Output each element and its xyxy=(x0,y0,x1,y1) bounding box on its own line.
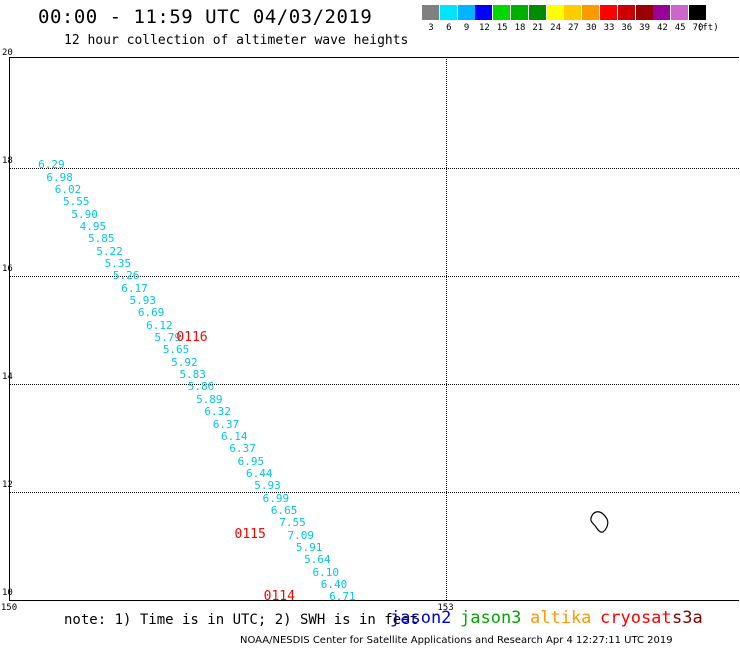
color-scale-cell xyxy=(689,5,706,20)
wave-height-value: 6.14 xyxy=(221,429,248,443)
map-bottom-axis xyxy=(9,600,739,601)
color-scale-cell xyxy=(671,5,689,20)
color-scale-cell xyxy=(617,5,635,20)
wave-height-value: 5.65 xyxy=(162,343,190,357)
color-scale-label: 36 xyxy=(621,23,633,33)
wave-height-value: 6.17 xyxy=(121,281,148,295)
wave-height-value: 7.55 xyxy=(279,516,306,530)
color-scale-cell xyxy=(439,5,457,20)
color-scale-cell xyxy=(600,5,617,20)
latitude-tick-label: 12 xyxy=(2,480,13,490)
color-scale-label: 21 xyxy=(532,23,544,33)
pass-time-label: 0115 xyxy=(234,527,266,543)
color-scale-cell xyxy=(528,5,546,20)
color-scale-cell xyxy=(546,5,564,20)
color-scale-cell xyxy=(582,5,600,20)
color-scale-label: 12 xyxy=(478,23,490,33)
latitude-tick-label: 14 xyxy=(2,372,13,382)
wave-height-value: 6.32 xyxy=(204,405,231,419)
latitude-gridline xyxy=(9,492,739,493)
color-scale-cell xyxy=(475,5,493,20)
latitude-gridline xyxy=(9,168,739,169)
wave-height-value: 4.95 xyxy=(79,220,107,233)
latitude-tick-label: 10 xyxy=(2,588,13,598)
wave-height-value: 6.95 xyxy=(237,454,265,468)
legend-entry: s3a xyxy=(672,608,703,628)
wave-height-value: 5.79 xyxy=(154,331,182,345)
legend-entry: jason2 xyxy=(390,608,452,628)
wave-height-value: 5.64 xyxy=(304,553,331,567)
latitude-tick-label: 18 xyxy=(2,156,13,166)
wave-height-value: 6.37 xyxy=(212,417,240,431)
wave-height-value: 5.91 xyxy=(295,540,323,554)
color-scale-cell xyxy=(653,5,671,20)
color-scale-label: 6 xyxy=(446,23,452,33)
color-scale-label: 33 xyxy=(603,23,615,33)
latitude-gridline xyxy=(9,384,739,385)
color-scale-cell xyxy=(511,5,528,20)
latitude-tick-label: 20 xyxy=(2,48,13,58)
wave-height-value: 5.90 xyxy=(71,207,98,221)
wave-height-value: 5.83 xyxy=(179,368,206,382)
wave-height-value: 5.93 xyxy=(129,294,157,308)
wave-height-value: 5.35 xyxy=(104,257,132,271)
color-scale-label: 42 xyxy=(656,23,668,33)
color-scale-label: 27 xyxy=(567,23,579,33)
map-title: 00:00 - 11:59 UTC 04/03/2019 xyxy=(38,6,373,28)
wave-height-value: 5.26 xyxy=(112,269,140,283)
color-scale-label: 9 xyxy=(463,23,470,33)
wave-height-value: 6.65 xyxy=(270,503,298,517)
wave-height-value: 5.85 xyxy=(87,232,115,246)
wave-height-value: 6.10 xyxy=(312,565,339,579)
legend-entry: cryosat xyxy=(600,608,672,628)
wave-height-value: 6.71 xyxy=(329,590,356,604)
color-scale-cell xyxy=(422,5,439,20)
color-scale-cell xyxy=(493,5,511,20)
map-frame xyxy=(9,57,739,600)
color-scale-label: 18 xyxy=(514,23,526,33)
color-scale-label: 24 xyxy=(550,23,562,33)
color-scale-cell xyxy=(564,5,582,20)
wave-height-value: 5.22 xyxy=(96,244,123,258)
wave-height-value: 5.86 xyxy=(187,380,215,394)
color-scale-cell xyxy=(457,5,475,20)
longitude-gridline xyxy=(445,57,447,600)
legend-entry: altika xyxy=(530,608,592,628)
color-scale-label: 30 xyxy=(585,23,597,33)
longitude-tick-label: 153 xyxy=(437,603,454,613)
wave-height-value: 5.92 xyxy=(171,355,198,369)
wave-height-value: 6.98 xyxy=(46,170,73,184)
wave-height-value: 6.37 xyxy=(229,442,256,456)
pass-time-label: 0114 xyxy=(263,589,295,605)
color-scale-label: 39 xyxy=(639,23,651,33)
footnote: note: 1) Time is in UTC; 2) SWH is in fe… xyxy=(64,612,419,628)
color-scale-label: 45 xyxy=(674,23,686,33)
wave-height-value: 6.12 xyxy=(146,318,173,332)
wave-height-value: 6.40 xyxy=(320,577,348,591)
latitude-gridline xyxy=(9,276,739,277)
island-outline xyxy=(590,511,609,533)
wave-height-value: 7.09 xyxy=(287,528,315,542)
color-scale-label: 70 xyxy=(692,23,704,33)
wave-height-value: 6.29 xyxy=(38,158,65,172)
color-scale-unit: (ft) xyxy=(696,23,719,33)
map-subtitle: 12 hour collection of altimeter wave hei… xyxy=(64,33,409,48)
wave-height-value: 6.99 xyxy=(262,491,290,505)
pass-time-label: 0116 xyxy=(176,330,208,346)
wave-height-value: 5.89 xyxy=(196,392,223,406)
longitude-tick-label: 150 xyxy=(0,603,18,613)
wave-height-value: 5.93 xyxy=(254,479,281,493)
color-scale-label: 15 xyxy=(496,23,508,33)
wave-height-value: 5.55 xyxy=(63,195,90,209)
credit-line: NOAA/NESDIS Center for Satellite Applica… xyxy=(240,635,673,646)
wave-height-value: 6.44 xyxy=(245,466,273,480)
color-scale-cell xyxy=(635,5,653,20)
legend-entry: jason3 xyxy=(460,608,522,628)
latitude-tick-label: 16 xyxy=(2,264,13,274)
wave-height-value: 6.69 xyxy=(137,306,165,320)
wave-height-value: 6.02 xyxy=(54,182,82,196)
color-scale-label: 3 xyxy=(428,23,434,33)
